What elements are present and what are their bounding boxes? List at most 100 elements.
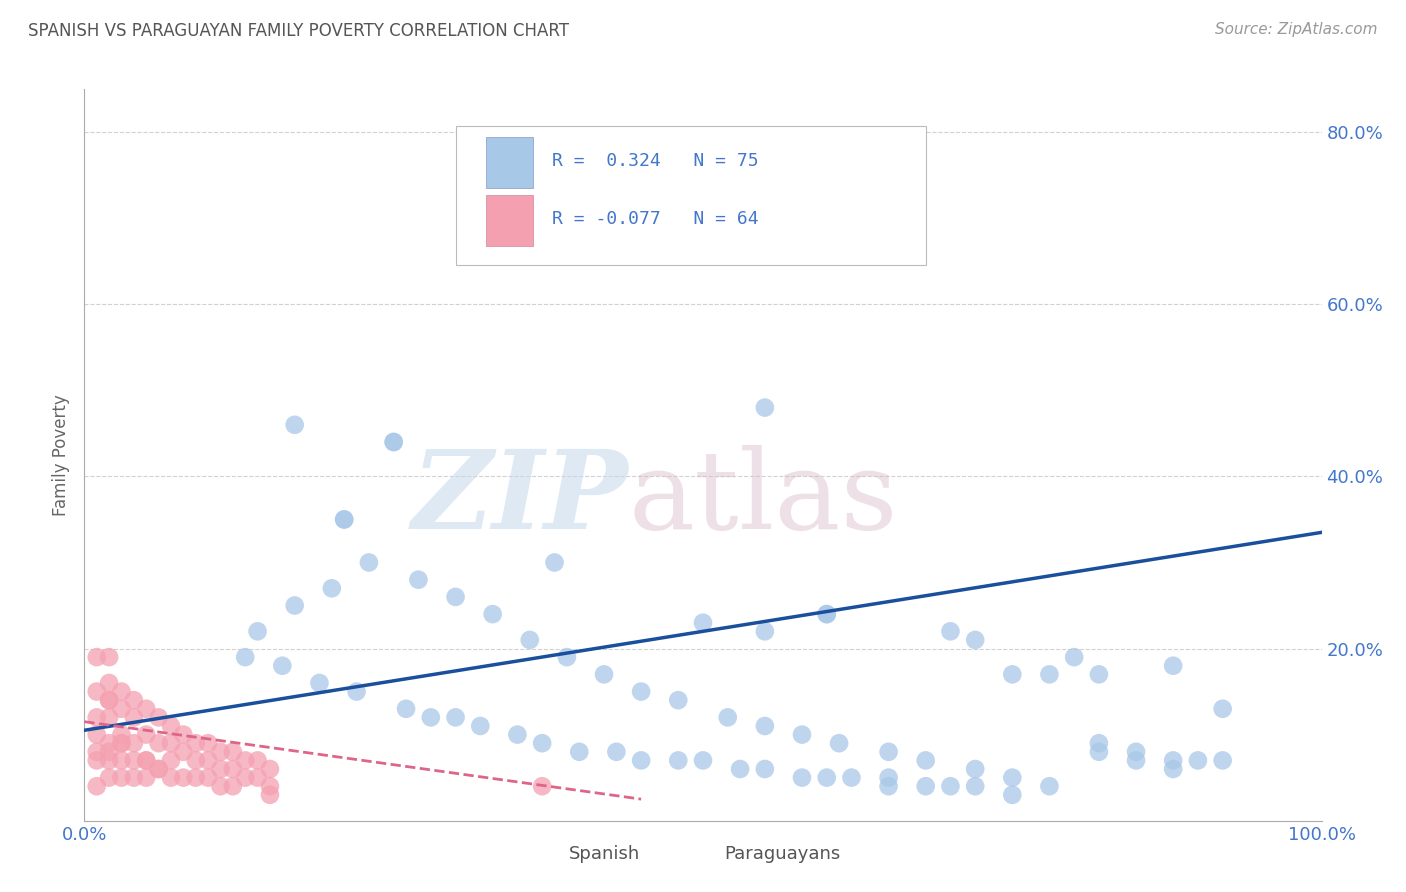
FancyBboxPatch shape <box>456 126 925 265</box>
Point <box>98 736 121 750</box>
Point <box>122 693 145 707</box>
Point <box>197 771 219 785</box>
Point <box>110 736 132 750</box>
Point <box>222 762 245 776</box>
Point <box>382 435 405 450</box>
Point <box>914 753 936 767</box>
Point <box>333 512 356 526</box>
Point <box>965 632 987 647</box>
Point <box>246 771 269 785</box>
Point <box>98 676 121 690</box>
Point <box>122 753 145 767</box>
Point <box>815 607 838 621</box>
Point <box>110 684 132 698</box>
Point <box>110 728 132 742</box>
Point <box>630 684 652 698</box>
Point <box>321 582 343 596</box>
Point <box>965 762 987 776</box>
Point <box>86 745 108 759</box>
Point <box>543 186 565 200</box>
Bar <box>685 848 716 874</box>
Text: atlas: atlas <box>628 445 898 552</box>
Point <box>1161 762 1184 776</box>
Point <box>184 753 207 767</box>
Point <box>160 719 183 733</box>
Point <box>692 615 714 630</box>
Point <box>382 435 405 450</box>
Point <box>1125 745 1147 759</box>
Y-axis label: Family Poverty: Family Poverty <box>52 394 70 516</box>
Point <box>233 771 256 785</box>
Point <box>209 779 232 793</box>
Point <box>98 710 121 724</box>
Point <box>233 650 256 665</box>
Point <box>357 556 380 570</box>
Point <box>754 762 776 776</box>
Point <box>284 417 307 432</box>
Point <box>86 684 108 698</box>
Point <box>728 762 751 776</box>
Point <box>98 753 121 767</box>
Point <box>135 771 157 785</box>
Point <box>481 607 503 621</box>
Point <box>209 762 232 776</box>
Point <box>135 753 157 767</box>
Point <box>877 771 900 785</box>
Point <box>841 771 863 785</box>
Point <box>222 745 245 759</box>
Point <box>1088 667 1111 681</box>
Point <box>148 762 170 776</box>
Point <box>666 753 689 767</box>
Point <box>259 779 281 793</box>
Point <box>122 710 145 724</box>
Point <box>470 719 492 733</box>
Point <box>444 590 467 604</box>
Point <box>222 779 245 793</box>
Point <box>209 745 232 759</box>
Point <box>98 650 121 665</box>
Point <box>666 693 689 707</box>
Text: Spanish: Spanish <box>569 846 641 863</box>
Point <box>395 702 418 716</box>
Point <box>717 710 740 724</box>
Point <box>135 753 157 767</box>
Point <box>197 753 219 767</box>
Point <box>419 710 441 724</box>
Point <box>110 753 132 767</box>
Bar <box>486 195 533 246</box>
Point <box>122 771 145 785</box>
Point <box>284 599 307 613</box>
Point <box>593 667 616 681</box>
Point <box>790 771 813 785</box>
Point <box>939 779 962 793</box>
Text: Source: ZipAtlas.com: Source: ZipAtlas.com <box>1215 22 1378 37</box>
Point <box>246 624 269 639</box>
Point <box>1001 771 1024 785</box>
Point <box>815 607 838 621</box>
Point <box>110 702 132 716</box>
Point <box>346 684 368 698</box>
Point <box>444 710 467 724</box>
Point <box>815 771 838 785</box>
Point <box>110 736 132 750</box>
Point <box>1088 745 1111 759</box>
Point <box>184 771 207 785</box>
Point <box>1038 779 1060 793</box>
Point <box>259 762 281 776</box>
Point <box>86 728 108 742</box>
Point <box>135 702 157 716</box>
Point <box>98 693 121 707</box>
Bar <box>486 136 533 188</box>
Point <box>160 736 183 750</box>
Point <box>1161 658 1184 673</box>
Point <box>1161 753 1184 767</box>
Point <box>754 719 776 733</box>
Point <box>98 771 121 785</box>
Point <box>259 788 281 802</box>
Point <box>568 745 591 759</box>
Point <box>98 745 121 759</box>
Text: SPANISH VS PARAGUAYAN FAMILY POVERTY CORRELATION CHART: SPANISH VS PARAGUAYAN FAMILY POVERTY COR… <box>28 22 569 40</box>
Point <box>98 693 121 707</box>
Text: R = -0.077   N = 64: R = -0.077 N = 64 <box>553 211 759 228</box>
Point <box>877 745 900 759</box>
